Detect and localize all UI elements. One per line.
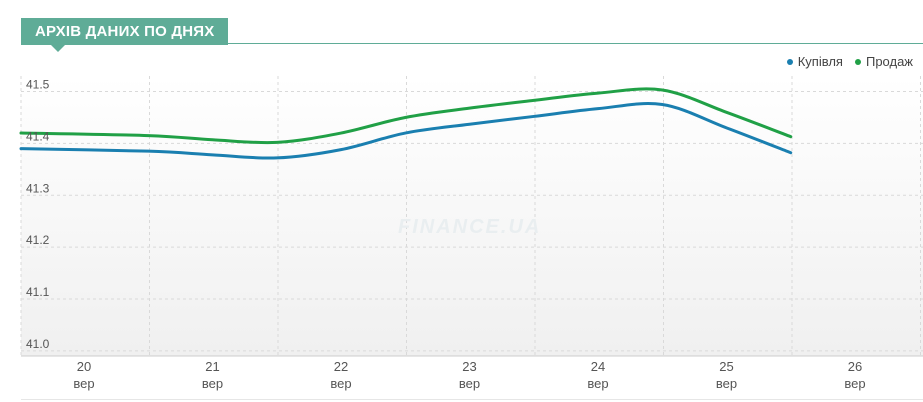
legend-dot-sell <box>854 58 861 65</box>
x-tick-label: 22 <box>334 359 348 374</box>
series-line-sell <box>19 87 793 145</box>
x-tick-label: 25 <box>719 359 733 374</box>
x-tick-label: 21 <box>205 359 219 374</box>
legend-item-sell[interactable]: Продаж <box>854 54 913 69</box>
title-underline <box>21 43 923 44</box>
section-title: АРХІВ ДАНИХ ПО ДНЯХ <box>21 18 229 52</box>
series-line-buy <box>19 102 793 160</box>
x-tick-sublabel: вер <box>844 376 865 391</box>
watermark-logo: FINANCE.UA <box>398 216 542 238</box>
x-tick-label: 20 <box>77 359 91 374</box>
y-tick-label: 41.4 <box>26 129 50 143</box>
x-tick-sublabel: вер <box>459 376 480 391</box>
x-tick-sublabel: вер <box>716 376 737 391</box>
x-tick-sublabel: вер <box>587 376 608 391</box>
legend-label-sell: Продаж <box>865 54 913 69</box>
legend-item-buy[interactable]: Купівля <box>786 54 843 69</box>
y-tick-label: 41.5 <box>26 78 50 92</box>
y-tick-label: 41.0 <box>26 337 50 351</box>
x-tick-label: 23 <box>462 359 476 374</box>
y-tick-label: 41.1 <box>26 285 50 299</box>
x-tick-label: 26 <box>848 359 862 374</box>
y-tick-label: 41.2 <box>26 233 50 247</box>
bottom-divider <box>21 399 923 400</box>
legend-dot-buy <box>786 58 793 65</box>
y-tick-label: 41.3 <box>26 181 50 195</box>
chart-legend: Купівля Продаж <box>786 54 913 69</box>
x-tick-sublabel: вер <box>330 376 351 391</box>
x-tick-sublabel: вер <box>73 376 94 391</box>
x-tick-label: 24 <box>591 359 605 374</box>
legend-label-buy: Купівля <box>797 54 843 69</box>
x-tick-sublabel: вер <box>202 376 223 391</box>
